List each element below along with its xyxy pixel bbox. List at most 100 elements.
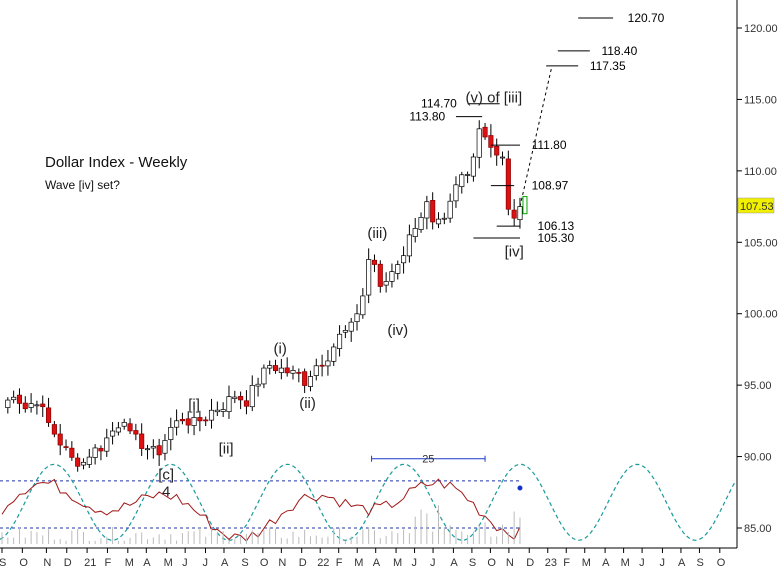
oscillator-line bbox=[1, 478, 521, 542]
x-tick-label: S bbox=[0, 557, 6, 569]
x-tick-label: D bbox=[526, 557, 534, 569]
candle-body bbox=[476, 128, 482, 158]
projection-line bbox=[519, 65, 553, 207]
wave-label: [iv] bbox=[505, 244, 524, 261]
last-price-marker: 107.53 bbox=[737, 197, 775, 214]
candle-body bbox=[115, 427, 121, 433]
candle-body bbox=[156, 445, 162, 456]
x-tick-label: S bbox=[241, 557, 248, 569]
chart-subtitle: Wave [iv] set? bbox=[45, 178, 120, 192]
candle-body bbox=[208, 409, 215, 421]
candle-body bbox=[482, 126, 488, 138]
candle-body bbox=[203, 419, 209, 422]
axes: 85.00 90.00 95.00 100.00 105.00 110.00 115.00 1… bbox=[0, 0, 778, 569]
y-tick-label: 120.00 bbox=[744, 23, 778, 35]
candle-body bbox=[110, 430, 116, 437]
x-tick-label: J bbox=[639, 557, 645, 569]
candle-body bbox=[401, 255, 407, 264]
candle-body bbox=[191, 417, 197, 426]
x-tick-label: F bbox=[336, 557, 343, 569]
wave-label: [i] bbox=[188, 396, 200, 413]
candle-body bbox=[28, 403, 34, 408]
candle-body bbox=[238, 396, 244, 401]
level-label: 105.30 bbox=[537, 231, 574, 245]
candle-body bbox=[174, 420, 180, 428]
candle-body bbox=[34, 404, 40, 407]
candle-body bbox=[40, 403, 46, 408]
x-tick-label: D bbox=[299, 557, 307, 569]
candle-body bbox=[214, 409, 220, 413]
candle-body bbox=[342, 330, 348, 333]
x-tick-label: A bbox=[450, 557, 458, 569]
x-tick-label: O bbox=[487, 557, 496, 569]
x-tick-label: D bbox=[64, 557, 72, 569]
candle-body bbox=[226, 396, 232, 412]
wave-label: (iv) bbox=[387, 322, 408, 339]
wave-label: [c] bbox=[158, 466, 174, 483]
candle-body bbox=[98, 447, 104, 452]
candle-body bbox=[92, 447, 98, 458]
candle-body bbox=[418, 217, 424, 230]
candle-body bbox=[22, 402, 28, 410]
candle-body bbox=[267, 365, 273, 369]
candle-body bbox=[168, 427, 174, 440]
x-tick-label: A bbox=[373, 557, 381, 569]
x-tick-label: N bbox=[43, 557, 51, 569]
candle-body bbox=[412, 228, 418, 237]
candle-body bbox=[57, 433, 63, 446]
candle-body bbox=[360, 295, 366, 316]
x-tick-label: O bbox=[19, 557, 28, 569]
x-tick-label: J bbox=[412, 557, 418, 569]
x-tick-label: A bbox=[602, 557, 610, 569]
level-label: 113.80 bbox=[409, 110, 445, 124]
candle-body bbox=[290, 370, 296, 374]
wave-label: (iii) bbox=[367, 225, 387, 242]
candle-body bbox=[16, 394, 23, 404]
x-tick-label: 23 bbox=[545, 557, 557, 569]
candle-body bbox=[307, 376, 314, 387]
y-tick-label: 90.00 bbox=[744, 452, 772, 464]
candle-body bbox=[406, 234, 412, 257]
wave-label: (v) of [iii] bbox=[465, 89, 522, 106]
oscillator-dot bbox=[517, 485, 523, 491]
x-tick-label: A bbox=[678, 557, 686, 569]
candle-body bbox=[383, 281, 389, 286]
candle-body bbox=[453, 184, 459, 202]
x-tick-label: 22 bbox=[317, 557, 329, 569]
candle-body bbox=[69, 447, 75, 458]
candle-body bbox=[313, 365, 319, 376]
candle-body bbox=[319, 364, 325, 367]
level-label: 118.40 bbox=[601, 44, 637, 58]
candle-body bbox=[220, 409, 226, 412]
candle-body bbox=[11, 396, 17, 401]
candle-body bbox=[133, 430, 139, 435]
y-tick-label: 115.00 bbox=[744, 94, 777, 106]
candle-body bbox=[243, 400, 249, 407]
candle-body bbox=[284, 367, 290, 374]
candle-body bbox=[337, 333, 343, 349]
candle-body bbox=[325, 360, 331, 367]
candle-body bbox=[185, 418, 191, 426]
candle-body bbox=[488, 135, 494, 148]
candle-body bbox=[255, 383, 261, 387]
candle-body bbox=[348, 321, 354, 332]
candle-body bbox=[127, 423, 133, 432]
x-tick-label: A bbox=[143, 557, 151, 569]
candle-body bbox=[302, 371, 308, 386]
y-tick-label: 100.00 bbox=[744, 309, 778, 321]
candle-body bbox=[441, 217, 447, 220]
candle-body bbox=[447, 200, 453, 219]
candle-body bbox=[459, 174, 465, 187]
candle-body bbox=[505, 158, 511, 210]
candle-body bbox=[261, 367, 267, 385]
x-tick-label: M bbox=[354, 557, 363, 569]
x-tick-label: A bbox=[221, 557, 229, 569]
candle-body bbox=[197, 417, 203, 422]
candle-body bbox=[366, 259, 372, 296]
x-tick-label: M bbox=[582, 557, 591, 569]
x-tick-label: N bbox=[506, 557, 514, 569]
candle-body bbox=[46, 407, 52, 423]
candle-body bbox=[5, 399, 11, 408]
